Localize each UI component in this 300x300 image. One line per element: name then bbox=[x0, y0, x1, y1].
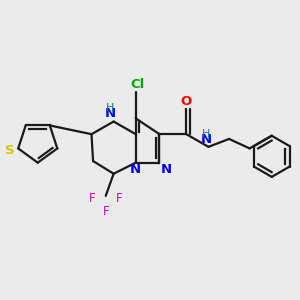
Text: F: F bbox=[102, 205, 109, 218]
Text: F: F bbox=[89, 192, 96, 205]
Text: F: F bbox=[116, 192, 122, 205]
Text: N: N bbox=[161, 163, 172, 176]
Text: S: S bbox=[5, 143, 15, 157]
Text: H: H bbox=[106, 103, 115, 113]
Text: N: N bbox=[130, 163, 141, 176]
Text: N: N bbox=[200, 134, 211, 146]
Text: O: O bbox=[181, 95, 192, 108]
Text: N: N bbox=[105, 107, 116, 120]
Text: H: H bbox=[202, 129, 210, 139]
Text: Cl: Cl bbox=[130, 78, 145, 91]
